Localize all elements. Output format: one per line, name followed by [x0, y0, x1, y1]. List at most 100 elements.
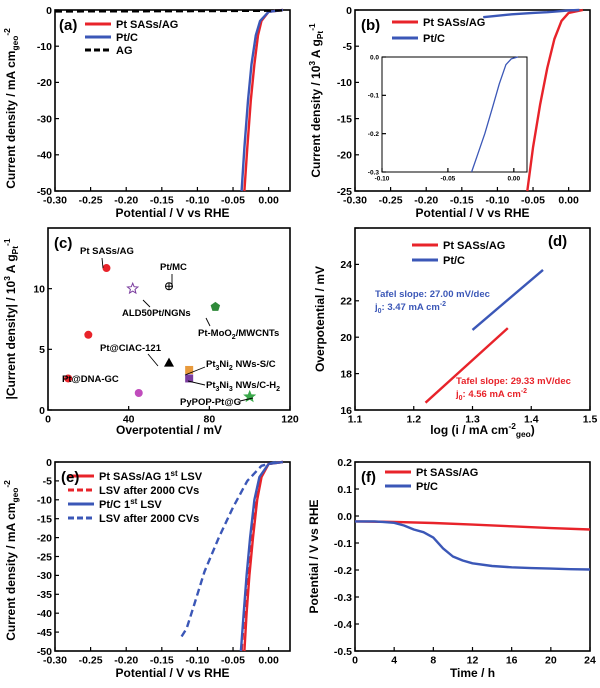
panel-f: 0 4 8 12 16 20 24 0.2 0.1 0.0 -0.1 -0.2 -0.3 -0.4 -0.5…: [307, 457, 596, 680]
panel-b: -0.30 -0.25 -0.20 -0.15 -0.10 -0.05 0.00 0 -5 -10…: [307, 5, 591, 220]
panel-label: (b): [361, 17, 380, 34]
series-line: [355, 520, 591, 571]
panel-label: (f): [361, 469, 376, 486]
series-line: [471, 268, 544, 331]
x-axis-label: Potential / V vs RHE: [115, 206, 229, 220]
x-tick-label: 0: [45, 414, 51, 426]
panel-d: 1.1 1.2 1.3 1.4 1.5 16 18 20 22 24 Pt SASs/AG Pt/C (…: [313, 227, 597, 439]
scatter-point: [185, 374, 194, 383]
y-tick-label: -10: [37, 495, 52, 507]
scatter-point: [210, 301, 221, 311]
scatter-point: [102, 264, 111, 273]
legend-label: Pt/C: [116, 32, 138, 44]
y-tick-label: -15: [337, 113, 352, 125]
panel-e: -0.30 -0.25 -0.20 -0.15 -0.10 -0.05 0.00 0 -5 -10…: [2, 457, 291, 680]
y-tick-label: 0: [46, 457, 52, 469]
x-axis-label: Overpotential / mV: [116, 423, 222, 437]
y-tick-label: -5: [343, 41, 352, 53]
x-tick-label: 0.00: [258, 655, 279, 667]
point-label: Pt3Ni2 NWs-S/C: [206, 359, 276, 372]
y-tick-label: -0.5: [334, 646, 352, 658]
panel-label: (a): [59, 17, 77, 34]
x-tick-label: 0: [352, 655, 358, 667]
y-tick-label: 0.2: [337, 457, 352, 469]
legend-label: LSV after 2000 CVs: [99, 485, 199, 497]
y-tick-label: 0.1: [337, 484, 352, 496]
x-tick-label: -0.30: [43, 655, 67, 667]
y-tick-label: 24: [340, 259, 352, 271]
x-tick-label: -0.30: [343, 195, 367, 207]
series-line: [239, 460, 284, 652]
y-tick-label: -30: [37, 113, 52, 125]
panel-label: (e): [61, 469, 79, 486]
x-tick-label: -0.15: [450, 195, 474, 207]
panel-label: (d): [548, 233, 567, 250]
y-tick-label: -15: [37, 513, 52, 525]
series-line: [483, 8, 580, 19]
panel-c: 0 40 80 120 0 5 10 (c) |Current density| / 103 A…: [2, 227, 299, 437]
y-tick-label: -0.1: [334, 538, 352, 550]
y-tick-label: 0: [39, 405, 45, 417]
series-line: [470, 56, 518, 173]
x-tick-label: -0.10: [485, 195, 509, 207]
panel-a: -0.30 -0.25 -0.20 -0.15 -0.10 -0.05 0.00 0 -10 -2…: [2, 5, 291, 220]
y-tick-label: 10: [33, 283, 45, 295]
y-axis-label: Current density / 103 A gPt-1: [307, 23, 325, 178]
x-tick-label: -0.10: [185, 195, 209, 207]
point-leader: [101, 257, 104, 269]
plot-frame: [381, 56, 528, 173]
scatter-point: [165, 282, 173, 291]
series-line: [243, 8, 284, 192]
x-tick-label: 80: [203, 414, 215, 426]
point-leader: [239, 397, 254, 402]
legend-label: Pt SASs/AG: [116, 19, 178, 31]
point-label: Pt@CIAC-121: [100, 343, 162, 354]
x-tick-label: -0.10: [185, 655, 209, 667]
legend-label: Pt SASs/AG 1st LSV: [99, 469, 203, 483]
scatter-point: [185, 365, 194, 374]
x-tick-label: -0.30: [43, 195, 67, 207]
y-tick-label: 5: [39, 344, 45, 356]
point-label: Pt/MC: [160, 262, 187, 273]
x-tick-label: 20: [545, 655, 557, 667]
legend-label: AG: [116, 45, 133, 57]
x-tick-label: -0.20: [414, 195, 438, 207]
x-tick-label: 0.00: [558, 195, 579, 207]
x-tick-label: 24: [584, 655, 596, 667]
x-tick-label: -0.25: [379, 195, 403, 207]
y-axis-label: |Current density| / 103 A gPt-1: [2, 238, 20, 399]
plot-frame: [47, 227, 291, 411]
y-tick-label: -0.3: [334, 592, 352, 604]
exchange-current-label: j0: 3.47 mA cm-2: [374, 301, 446, 315]
x-tick-label: 8: [430, 655, 436, 667]
x-tick-label: 1.1: [348, 414, 363, 426]
x-axis-label: Potential / V vs RHE: [415, 206, 529, 220]
y-tick-label: 0.0: [337, 511, 352, 523]
scatter-point: [126, 281, 140, 295]
point-leader: [187, 380, 206, 386]
y-tick-label: -0.1: [368, 93, 380, 100]
y-tick-label: -0.3: [368, 169, 380, 176]
point-leader: [184, 366, 206, 376]
y-tick-label: -20: [37, 532, 52, 544]
y-tick-label: 16: [340, 405, 352, 417]
y-tick-label: -25: [337, 186, 352, 198]
x-tick-label: -0.15: [150, 655, 174, 667]
tafel-slope-label: Tafel slope: 29.33 mV/dec: [456, 376, 571, 387]
x-tick-label: -0.15: [150, 195, 174, 207]
y-tick-label: -10: [337, 77, 352, 89]
x-axis-label: log (i / mA cm-2geo): [430, 421, 535, 439]
series-line: [54, 9, 283, 13]
x-tick-label: -0.20: [114, 195, 138, 207]
legend-label: Pt SASs/AG: [423, 17, 485, 29]
legend-label: Pt SASs/AG: [443, 240, 505, 252]
y-tick-label: -50: [37, 646, 52, 658]
point-label: Pt SASs/AG: [80, 246, 134, 257]
x-tick-label: 120: [281, 414, 299, 426]
y-tick-label: -35: [37, 589, 52, 601]
y-tick-label: 0: [46, 5, 52, 17]
series-line: [526, 8, 584, 192]
point-label: ALD50Pt/NGNs: [122, 308, 191, 319]
y-tick-label: 18: [340, 368, 352, 380]
